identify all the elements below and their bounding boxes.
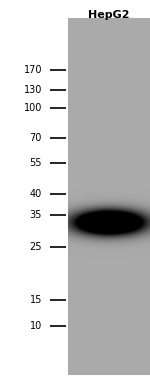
Bar <box>68 18 150 375</box>
Text: 55: 55 <box>30 158 42 168</box>
Text: 130: 130 <box>24 85 42 95</box>
Text: 25: 25 <box>30 242 42 252</box>
Text: 35: 35 <box>30 210 42 220</box>
Text: 40: 40 <box>30 189 42 199</box>
Text: 100: 100 <box>24 103 42 113</box>
Text: HepG2: HepG2 <box>88 10 130 20</box>
Text: 15: 15 <box>30 295 42 305</box>
Text: 70: 70 <box>30 133 42 143</box>
Text: 170: 170 <box>24 65 42 75</box>
Text: 10: 10 <box>30 321 42 331</box>
